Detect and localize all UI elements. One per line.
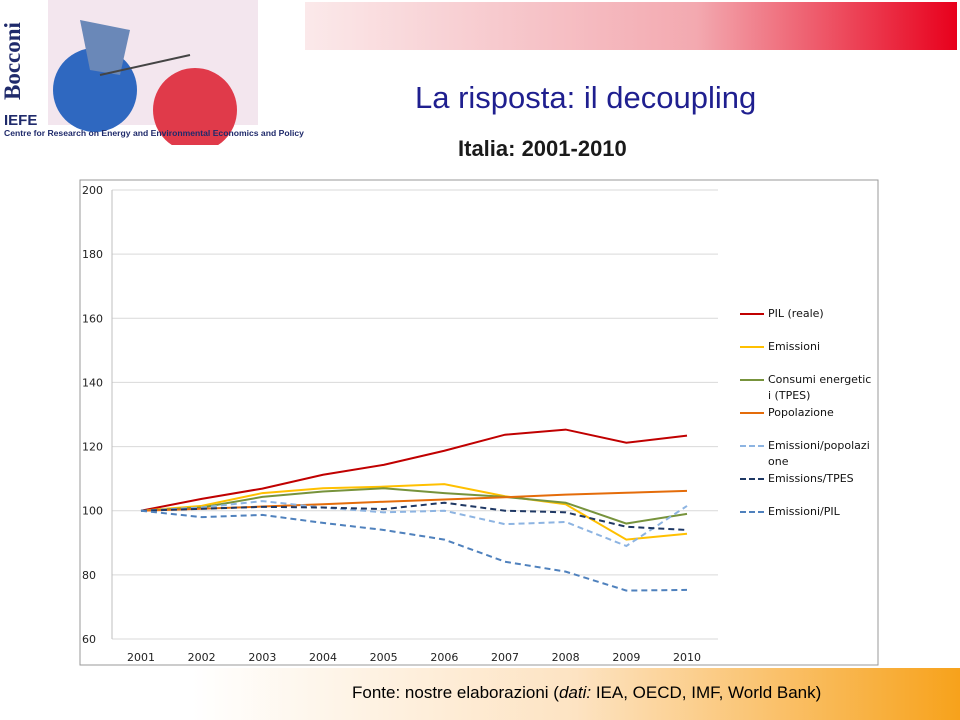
- logo-brand: Bocconi: [0, 21, 25, 100]
- series-line: [140, 489, 688, 512]
- legend-swatch: [740, 478, 764, 480]
- legend-item: Emissioni/PIL: [740, 504, 872, 537]
- y-tick-label: 80: [82, 569, 96, 582]
- logo-caption: Centre for Research on Energy and Enviro…: [4, 128, 304, 138]
- series-line: [140, 428, 688, 512]
- y-tick-label: 160: [82, 312, 103, 325]
- legend-label: Emissioni: [768, 340, 820, 353]
- legend-label: Consumi energetici (TPES): [768, 373, 872, 402]
- logo-figure: [80, 20, 130, 75]
- legend-swatch: [740, 379, 764, 381]
- subtitle: Italia: 2001-2010: [458, 136, 627, 161]
- title: La risposta: il decoupling: [415, 80, 757, 115]
- legend-item: Consumi energetici (TPES): [740, 372, 872, 405]
- x-tick-label: 2003: [248, 651, 276, 664]
- legend-item: PIL (reale): [740, 306, 872, 339]
- y-tick-label: 180: [82, 248, 103, 261]
- x-tick-label: 2001: [127, 651, 155, 664]
- x-tick-label: 2010: [673, 651, 701, 664]
- legend-label: PIL (reale): [768, 307, 824, 320]
- logo-wheel: [153, 68, 237, 145]
- y-tick-label: 100: [82, 505, 103, 518]
- source-text: Fonte: nostre elaborazioni (: [352, 683, 559, 702]
- legend-item: Emissions/TPES: [740, 471, 872, 504]
- legend-swatch: [740, 313, 764, 315]
- series-line: [140, 509, 688, 592]
- logo-frame: [99, 54, 191, 76]
- legend-label: Emissioni/popolazione: [768, 439, 870, 468]
- footer-band: [0, 668, 960, 720]
- logo-acronym: IEFE: [4, 112, 37, 129]
- x-tick-label: 2009: [612, 651, 640, 664]
- y-tick-label: 140: [82, 376, 103, 389]
- legend-swatch: [740, 412, 764, 414]
- legend-swatch: [740, 346, 764, 348]
- y-tick-label: 120: [82, 441, 103, 454]
- series-line: [140, 483, 688, 541]
- series-line: [140, 501, 688, 531]
- header-band: [305, 2, 957, 50]
- y-tick-label: 60: [82, 633, 96, 646]
- x-tick-label: 2007: [491, 651, 519, 664]
- x-tick-label: 2002: [188, 651, 216, 664]
- legend-label: Popolazione: [768, 406, 834, 419]
- legend-item: Emissioni/popolazione: [740, 438, 872, 471]
- source-note: Fonte: nostre elaborazioni (dati: IEA, O…: [352, 683, 821, 703]
- source-italic: dati:: [558, 683, 592, 702]
- x-tick-label: 2008: [552, 651, 580, 664]
- legend-item: Emissioni: [740, 339, 872, 372]
- legend-item: Popolazione: [740, 405, 872, 438]
- legend: PIL (reale) Emissioni Consumi energetici (…: [740, 306, 872, 537]
- x-tick-label: 2004: [309, 651, 337, 664]
- legend-swatch: [740, 445, 764, 447]
- source-text: IEA, OECD, IMF, World Bank): [591, 683, 822, 702]
- series-line: [140, 487, 688, 525]
- legend-label: Emissioni/PIL: [768, 505, 840, 518]
- logo: Bocconi IEFE Centre for Research on Ener…: [0, 0, 304, 145]
- x-tick-label: 2006: [430, 651, 458, 664]
- series-line: [140, 500, 688, 548]
- legend-label: Emissions/TPES: [768, 472, 854, 485]
- y-tick-label: 200: [82, 184, 103, 197]
- legend-swatch: [740, 511, 764, 513]
- x-tick-label: 2005: [370, 651, 398, 664]
